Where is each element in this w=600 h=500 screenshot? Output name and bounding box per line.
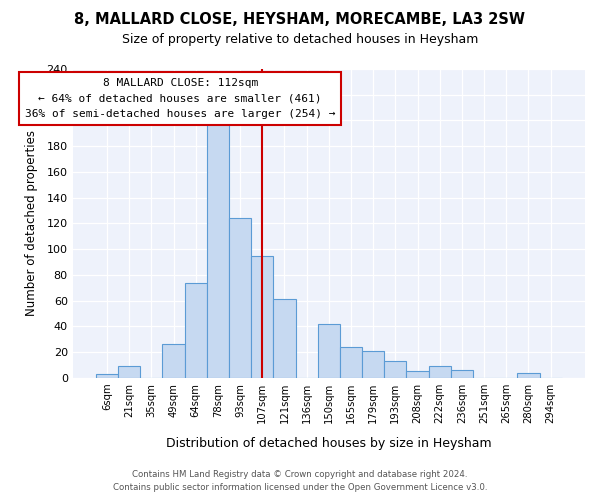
Bar [384, 361, 406, 378]
Y-axis label: Number of detached properties: Number of detached properties [25, 130, 38, 316]
Text: 8 MALLARD CLOSE: 112sqm
← 64% of detached houses are smaller (461)
36% of semi-d: 8 MALLARD CLOSE: 112sqm ← 64% of detache… [25, 78, 335, 119]
Bar [274, 300, 296, 378]
Bar [229, 218, 251, 378]
Bar [185, 282, 207, 378]
Bar [251, 256, 274, 378]
Bar [406, 372, 428, 378]
Bar [362, 351, 384, 378]
Text: Contains HM Land Registry data © Crown copyright and database right 2024.
Contai: Contains HM Land Registry data © Crown c… [113, 470, 487, 492]
Bar [340, 347, 362, 378]
Bar [451, 370, 473, 378]
Text: Size of property relative to detached houses in Heysham: Size of property relative to detached ho… [122, 32, 478, 46]
Text: 8, MALLARD CLOSE, HEYSHAM, MORECAMBE, LA3 2SW: 8, MALLARD CLOSE, HEYSHAM, MORECAMBE, LA… [74, 12, 526, 28]
Bar [428, 366, 451, 378]
Bar [207, 123, 229, 378]
Bar [118, 366, 140, 378]
Bar [96, 374, 118, 378]
Bar [163, 344, 185, 378]
Bar [517, 372, 539, 378]
X-axis label: Distribution of detached houses by size in Heysham: Distribution of detached houses by size … [166, 437, 491, 450]
Bar [318, 324, 340, 378]
